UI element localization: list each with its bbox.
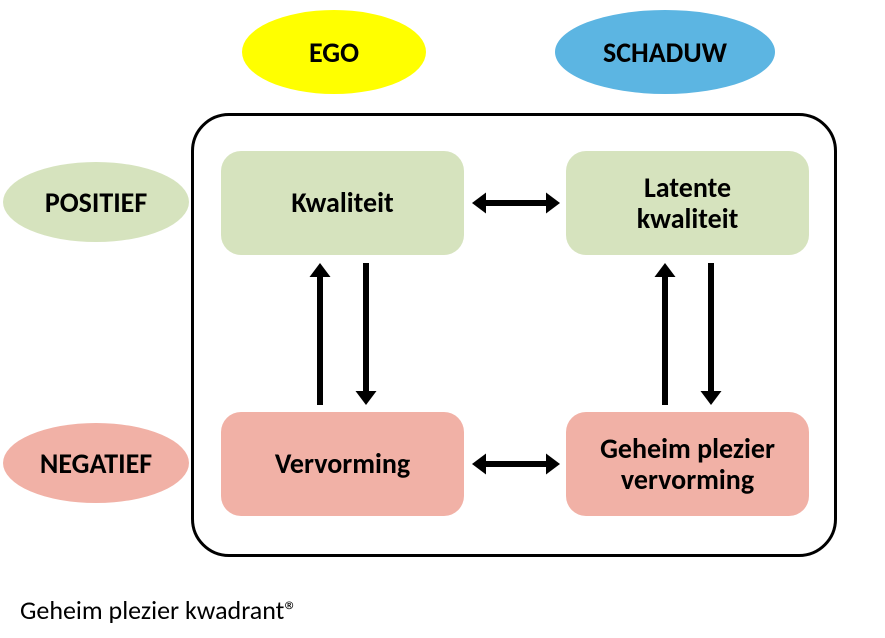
box-kwaliteit: Kwaliteit xyxy=(221,151,464,255)
ellipse-negatief: NEGATIEF xyxy=(3,423,189,503)
box-geheim-plezier-vervorming: Geheim pleziervervorming xyxy=(566,412,809,516)
ellipse-negatief-label: NEGATIEF xyxy=(40,446,152,481)
ellipse-positief: POSITIEF xyxy=(3,162,189,242)
box-vervorming: Vervorming xyxy=(221,412,464,516)
ellipse-ego: EGO xyxy=(242,10,426,94)
ellipse-ego-label: EGO xyxy=(309,35,359,70)
box-kwaliteit-label: Kwaliteit xyxy=(291,187,393,218)
ellipse-schaduw-label: SCHADUW xyxy=(603,35,727,70)
box-vervorming-label: Vervorming xyxy=(275,448,410,479)
diagram-stage: EGO SCHADUW POSITIEF NEGATIEF Kwaliteit … xyxy=(0,0,885,638)
box-latente-kwaliteit: Latentekwaliteit xyxy=(566,151,809,255)
box-latente-label: Latentekwaliteit xyxy=(637,172,739,235)
box-geheim-label: Geheim pleziervervorming xyxy=(600,433,775,496)
diagram-caption: Geheim plezier kwadrant® xyxy=(20,594,298,626)
caption-text: Geheim plezier kwadrant® xyxy=(20,594,298,626)
ellipse-positief-label: POSITIEF xyxy=(45,185,147,220)
ellipse-schaduw: SCHADUW xyxy=(555,10,775,94)
